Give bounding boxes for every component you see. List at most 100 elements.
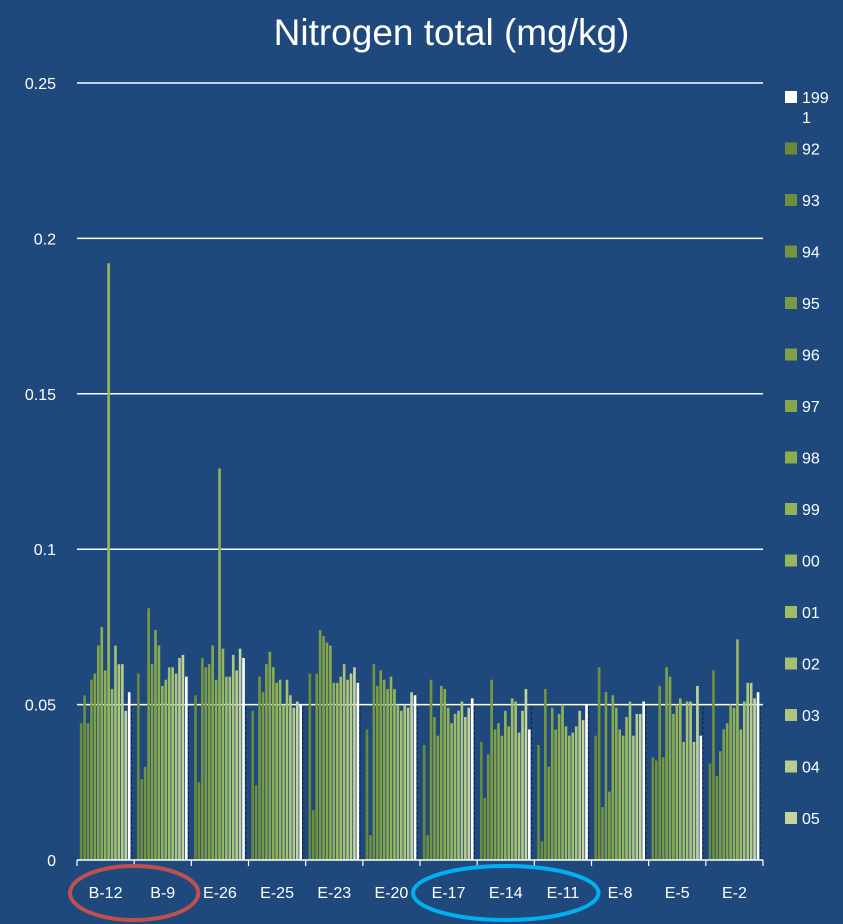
bar bbox=[480, 741, 483, 860]
bar bbox=[396, 704, 400, 860]
bar bbox=[207, 664, 211, 860]
highlight-ellipse bbox=[411, 864, 601, 922]
bar bbox=[137, 673, 140, 860]
bar bbox=[285, 679, 289, 860]
legend-label: 95 bbox=[802, 296, 820, 313]
y-tick-label: 0 bbox=[47, 853, 56, 870]
bar bbox=[242, 657, 245, 860]
legend-label: 1 bbox=[802, 110, 811, 127]
x-tick-label: E-26 bbox=[203, 885, 237, 902]
bar bbox=[540, 841, 544, 860]
chart-title: Nitrogen total (mg/kg) bbox=[273, 12, 630, 53]
bar bbox=[672, 713, 675, 860]
annotations bbox=[68, 864, 601, 922]
y-tick-labels: 0 0.05 0.1 0.15 0.2 0.25 bbox=[25, 76, 56, 870]
x-tick-label: E-25 bbox=[260, 885, 294, 902]
legend-label: 96 bbox=[802, 348, 820, 365]
bar bbox=[464, 717, 467, 860]
bar bbox=[557, 713, 561, 860]
bar bbox=[127, 692, 131, 860]
bar bbox=[604, 692, 608, 860]
bar bbox=[561, 704, 564, 860]
bar bbox=[258, 676, 261, 860]
legend-label: 05 bbox=[802, 811, 820, 828]
bar bbox=[335, 682, 339, 860]
legend-label: 93 bbox=[802, 193, 820, 210]
bar bbox=[756, 692, 760, 860]
bar bbox=[611, 695, 615, 860]
bar bbox=[722, 729, 726, 860]
bar bbox=[514, 701, 517, 860]
bar bbox=[275, 682, 278, 860]
y-tick-label: 0.15 bbox=[25, 387, 56, 404]
bar bbox=[194, 695, 197, 860]
bar bbox=[436, 735, 440, 860]
bar bbox=[157, 645, 161, 860]
bar bbox=[311, 810, 315, 860]
bar bbox=[440, 685, 443, 860]
legend-swatch bbox=[785, 297, 797, 309]
bar bbox=[453, 713, 457, 860]
bar bbox=[651, 757, 655, 860]
bar bbox=[238, 648, 242, 860]
bar bbox=[574, 726, 578, 860]
bar bbox=[231, 654, 235, 860]
bar bbox=[490, 679, 493, 860]
bar bbox=[483, 797, 487, 860]
bar bbox=[292, 707, 296, 860]
x-tick-label: E-2 bbox=[722, 885, 747, 902]
bar bbox=[235, 670, 238, 860]
bar bbox=[86, 723, 90, 860]
bar bbox=[100, 626, 104, 860]
bar bbox=[143, 766, 147, 860]
bar bbox=[268, 651, 272, 860]
bar bbox=[597, 667, 601, 860]
bar bbox=[524, 689, 528, 860]
bar bbox=[365, 729, 369, 860]
bar bbox=[93, 673, 97, 860]
bar bbox=[218, 468, 221, 860]
bar bbox=[83, 695, 86, 860]
bar bbox=[625, 717, 628, 860]
bar bbox=[443, 689, 447, 860]
bar bbox=[154, 630, 157, 860]
legend-label: 94 bbox=[802, 245, 820, 262]
bar bbox=[161, 685, 164, 860]
bar bbox=[729, 704, 732, 860]
legend-swatch bbox=[785, 142, 797, 155]
legend-swatch bbox=[785, 91, 797, 103]
bar bbox=[718, 751, 722, 860]
bar bbox=[665, 667, 668, 860]
bar bbox=[571, 732, 575, 860]
x-tick-label: E-20 bbox=[375, 885, 409, 902]
x-tick-label: B-9 bbox=[150, 885, 175, 902]
bar bbox=[114, 645, 117, 860]
bar bbox=[379, 670, 383, 860]
legend-label: 02 bbox=[802, 657, 820, 674]
legend-swatch bbox=[785, 709, 797, 721]
bar bbox=[708, 763, 712, 860]
bar bbox=[265, 664, 268, 860]
bar bbox=[339, 676, 343, 860]
bar bbox=[389, 676, 393, 860]
bar bbox=[450, 723, 453, 860]
bar bbox=[271, 667, 275, 860]
bar bbox=[746, 682, 750, 860]
legend-swatch bbox=[785, 812, 797, 824]
bar bbox=[393, 689, 396, 860]
bar bbox=[521, 710, 524, 860]
bar bbox=[668, 676, 672, 860]
bar bbox=[372, 664, 376, 860]
legend-label: 97 bbox=[802, 399, 820, 416]
bar bbox=[601, 807, 604, 860]
bar bbox=[325, 642, 329, 860]
legend-swatch bbox=[785, 606, 797, 618]
bar bbox=[79, 723, 83, 860]
bar bbox=[332, 682, 336, 860]
y-tick-label: 0.1 bbox=[34, 542, 56, 559]
bar bbox=[181, 654, 185, 860]
bar bbox=[211, 645, 214, 860]
bar bbox=[124, 710, 128, 860]
x-tick-labels: B-12 B-9 E-26 E-25 E-23 E-20 E-17 E-14 E-11 E-8 E-… bbox=[89, 885, 747, 902]
bar bbox=[712, 670, 715, 860]
